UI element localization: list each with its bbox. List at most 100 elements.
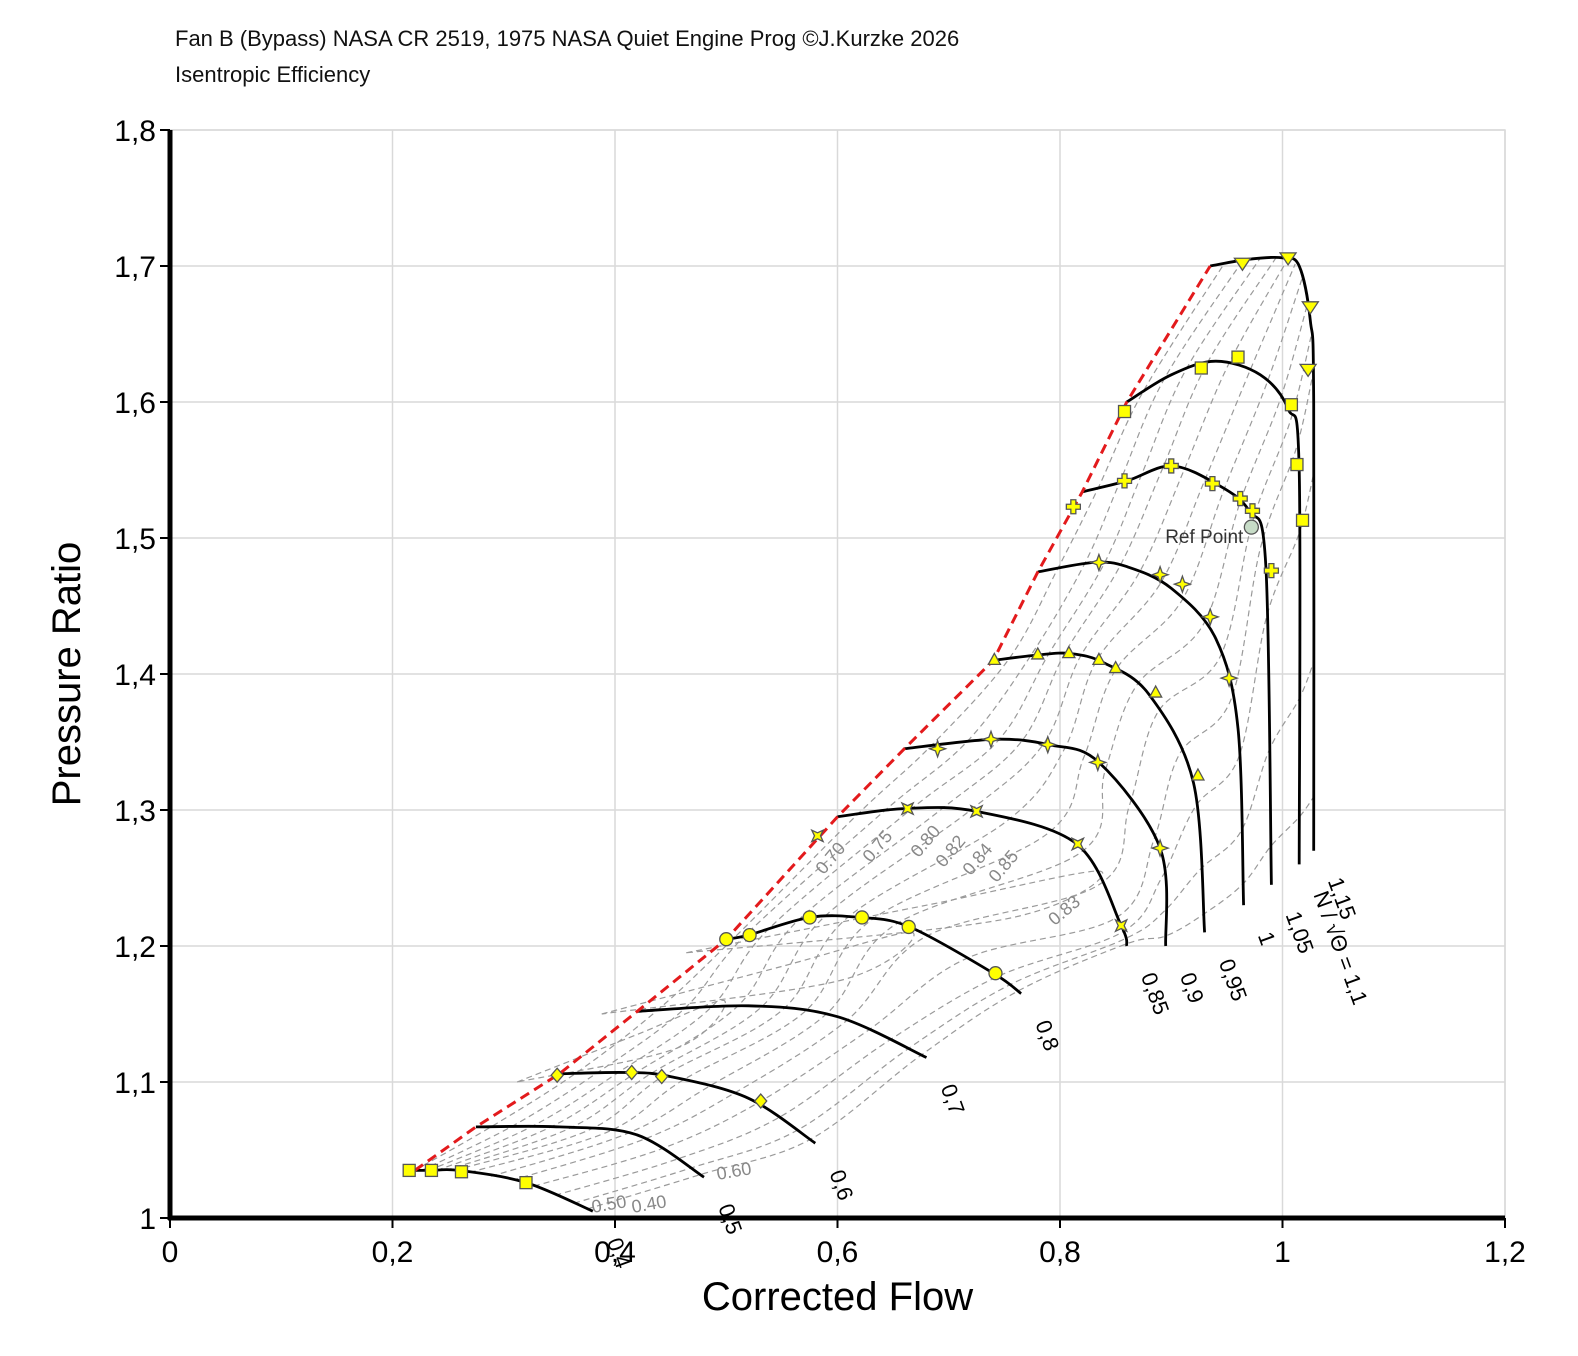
efficiency-contour-line: [445, 259, 1288, 1171]
marker-circle: [901, 919, 916, 935]
x-tick-label: 0,2: [372, 1236, 414, 1269]
marker-circle: [742, 927, 757, 943]
speed-line-label: 0,6: [825, 1166, 859, 1203]
marker-plus: [1244, 503, 1261, 519]
speed-line: [1037, 560, 1245, 906]
efficiency-contour-line: [533, 375, 1314, 1187]
marker-square: [454, 1165, 469, 1179]
chart-title: Fan B (Bypass) NASA CR 2519, 1975 NASA Q…: [175, 26, 960, 51]
efficiency-contour-line: [469, 278, 1303, 1173]
marker-x-cross: [1200, 606, 1221, 627]
marker-plus: [1065, 499, 1081, 515]
efficiency-contour-line: [512, 336, 1312, 1181]
marker-diamond: [753, 1093, 768, 1110]
marker-plus: [1263, 562, 1280, 579]
y-tick-label: 1,6: [114, 387, 156, 420]
efficiency-label: 0.75: [858, 826, 896, 866]
marker-triangle-down: [1298, 363, 1318, 378]
y-tick-label: 1,5: [114, 523, 156, 556]
marker-diamond: [654, 1068, 669, 1085]
marker-plus: [1163, 458, 1179, 474]
marker-star: [810, 828, 825, 843]
label-layer: 0.400.500.600.70 0.75 0.800.820.840.850.83…: [590, 527, 1373, 1272]
marker-square: [1290, 457, 1304, 472]
efficiency-contour-line: [454, 263, 1296, 1171]
ref-point-marker: [1243, 519, 1259, 535]
marker-x-cross: [1219, 668, 1240, 689]
marker-x-cross: [1150, 564, 1171, 585]
speed-line-label: 1,05: [1281, 908, 1319, 957]
x-tick-label: 0: [162, 1236, 179, 1269]
marker-x-star: [981, 729, 1001, 750]
speed-line: [904, 737, 1169, 947]
speed-line: [1209, 255, 1316, 851]
y-tick-label: 1,4: [114, 659, 156, 692]
marker-triangle-up: [987, 652, 1002, 666]
marker-triangle-up: [1148, 684, 1163, 698]
marker-square: [1284, 398, 1299, 412]
x-tick-label: 0,6: [817, 1236, 859, 1269]
marker-x-star: [1150, 838, 1171, 859]
marker-x-cross: [1088, 552, 1109, 573]
marker-square: [519, 1175, 533, 1190]
speed-line-label: 0,5: [713, 1200, 747, 1237]
marker-square: [1231, 350, 1245, 364]
speed-line: [475, 1124, 705, 1179]
marker-square: [424, 1163, 439, 1178]
efficiency-contours: [414, 257, 1315, 1210]
efficiency-island: [516, 999, 726, 1083]
y-tick-label: 1,2: [114, 931, 156, 964]
marker-star: [969, 804, 984, 819]
marker-x-cross: [1172, 574, 1193, 595]
marker-triangle-up: [1061, 645, 1076, 659]
marker-triangle-down: [1301, 301, 1320, 315]
speed-line: [637, 1004, 928, 1059]
efficiency-label: 0.50: [590, 1191, 628, 1217]
y-tick-label: 1,7: [114, 251, 156, 284]
efficiency-label: 0.70: [811, 838, 849, 878]
marker-triangle-up: [1108, 660, 1123, 674]
x-tick-label: 1: [1274, 1236, 1291, 1269]
surge-line: [413, 265, 1212, 1172]
x-tick-label: 0,8: [1039, 1236, 1081, 1269]
y-tick-label: 1,3: [114, 795, 156, 828]
surge-line-layer: [413, 265, 1212, 1172]
chart-subtitle: Isentropic Efficiency: [175, 62, 371, 87]
speed-line-label: 0,95: [1214, 956, 1252, 1005]
marker-star: [900, 801, 915, 816]
efficiency-contour-line: [436, 257, 1277, 1171]
marker-circle: [854, 910, 870, 925]
marker-plus: [1116, 473, 1133, 489]
marker-square: [1295, 513, 1310, 527]
marker-square: [1194, 361, 1208, 375]
marker-triangle-up: [1190, 767, 1206, 781]
x-tick-label: 1,2: [1484, 1236, 1526, 1269]
ref-point-label: Ref Point: [1165, 527, 1244, 548]
speed-line-label: 0,85: [1136, 969, 1174, 1018]
efficiency-contour-line: [587, 796, 1315, 1210]
efficiency-label: 0.40: [630, 1191, 668, 1217]
marker-x-star: [1087, 752, 1108, 773]
marker-x-star: [927, 738, 948, 759]
marker-diamond: [550, 1067, 565, 1084]
y-tick-label: 1,8: [114, 115, 156, 148]
speed-line-label: 0,8: [1030, 1017, 1064, 1054]
efficiency-island: [686, 870, 1104, 954]
marker-circle: [719, 932, 734, 947]
y-tick-label: 1: [139, 1203, 156, 1236]
marker-diamond: [624, 1064, 639, 1081]
marker-circle: [988, 966, 1003, 981]
marker-star: [1114, 918, 1129, 933]
marker-plus: [1204, 475, 1221, 492]
efficiency-label: 0.60: [715, 1158, 753, 1184]
efficiency-contour-line: [421, 259, 1244, 1171]
marker-layer: [402, 252, 1320, 1190]
efficiency-contour-line: [573, 662, 1315, 1204]
grid-layer: [169, 129, 1506, 1219]
efficiency-contour-line: [414, 263, 1225, 1171]
marker-circle: [802, 910, 817, 925]
speed-line-label: 0,7: [936, 1081, 970, 1118]
x-tick-label: 0,4: [594, 1236, 636, 1269]
speed-line-label: 0,9: [1175, 969, 1209, 1006]
